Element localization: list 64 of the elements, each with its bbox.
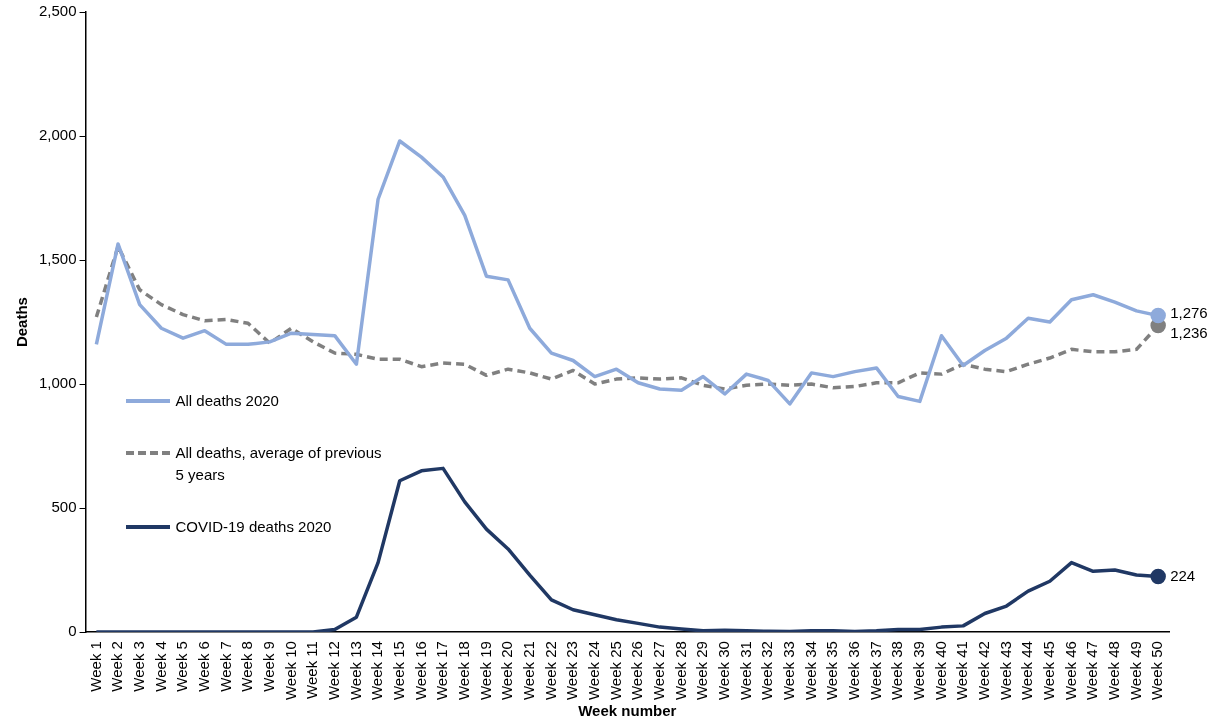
- data-label: 1,236: [1170, 323, 1208, 341]
- x-tick-label: Week 29: [693, 641, 711, 701]
- x-tick-label: Week 44: [1018, 641, 1036, 701]
- y-tick-label: 2,500: [38, 2, 77, 20]
- x-axis-title: Week number: [578, 702, 677, 720]
- x-tick-label: Week 13: [346, 641, 364, 701]
- x-tick-label: Week 28: [671, 641, 689, 701]
- x-tick-label: Week 37: [866, 641, 884, 701]
- x-tick-label: Week 14: [368, 641, 386, 701]
- x-tick-label: Week 9: [259, 641, 277, 692]
- data-label: 224: [1170, 566, 1196, 584]
- x-tick-label: Week 27: [649, 641, 667, 701]
- x-tick-label: Week 16: [411, 641, 429, 701]
- x-tick-label: Week 1: [86, 641, 104, 692]
- x-tick-label: Week 19: [476, 641, 494, 701]
- x-tick-label: Week 32: [758, 641, 776, 701]
- x-tick-label: Week 17: [433, 641, 451, 701]
- x-tick-label: Week 30: [714, 641, 732, 701]
- y-tick-label: 1,500: [38, 250, 77, 268]
- x-tick-label: Week 20: [498, 641, 516, 701]
- y-tick-label: 2,000: [38, 126, 77, 144]
- data-label: 1,276: [1170, 303, 1208, 321]
- x-tick-label: Week 15: [389, 641, 407, 701]
- x-tick-label: Week 18: [454, 641, 472, 701]
- x-tick-label: Week 8: [238, 641, 256, 692]
- x-tick-label: Week 23: [563, 641, 581, 701]
- y-tick-label: 500: [51, 498, 77, 516]
- x-tick-label: Week 39: [909, 641, 927, 701]
- x-tick-label: Week 50: [1148, 641, 1166, 701]
- x-tick-label: Week 31: [736, 641, 754, 701]
- x-tick-label: Week 45: [1039, 641, 1057, 701]
- x-tick-label: Week 38: [888, 641, 906, 701]
- x-tick-label: Week 35: [823, 641, 841, 701]
- x-tick-label: Week 22: [541, 641, 559, 701]
- x-tick-label: Week 25: [606, 641, 624, 701]
- x-tick-label: Week 24: [584, 641, 602, 701]
- x-tick-label: Week 12: [324, 641, 342, 701]
- x-tick-label: Week 40: [931, 641, 949, 701]
- x-tick-label: Week 47: [1083, 641, 1101, 701]
- x-tick-label: Week 6: [194, 641, 212, 692]
- legend-label: All deaths 2020: [175, 391, 279, 412]
- x-tick-label: Week 49: [1126, 641, 1144, 701]
- x-tick-label: Week 10: [281, 641, 299, 701]
- y-tick-label: 0: [68, 622, 77, 640]
- x-tick-label: Week 7: [216, 641, 234, 692]
- x-tick-label: Week 48: [1104, 641, 1122, 701]
- x-tick-label: Week 3: [129, 641, 147, 692]
- x-tick-label: Week 42: [974, 641, 992, 701]
- legend-label: All deaths, average of previous 5 years: [175, 443, 383, 486]
- x-tick-label: Week 41: [953, 641, 971, 701]
- y-axis-title: Deaths: [13, 297, 31, 348]
- x-tick-label: Week 2: [108, 641, 126, 692]
- x-tick-label: Week 5: [173, 641, 191, 692]
- x-tick-label: Week 33: [779, 641, 797, 701]
- legend-label: COVID-19 deaths 2020: [175, 517, 332, 538]
- x-tick-label: Week 43: [996, 641, 1014, 701]
- x-tick-label: Week 26: [628, 641, 646, 701]
- y-tick-label: 1,000: [38, 374, 77, 392]
- x-tick-label: Week 36: [844, 641, 862, 701]
- x-tick-label: Week 34: [801, 641, 819, 701]
- x-tick-label: Week 4: [151, 641, 169, 692]
- x-tick-label: Week 46: [1061, 641, 1079, 701]
- x-tick-label: Week 21: [519, 641, 537, 701]
- x-tick-label: Week 11: [303, 641, 321, 699]
